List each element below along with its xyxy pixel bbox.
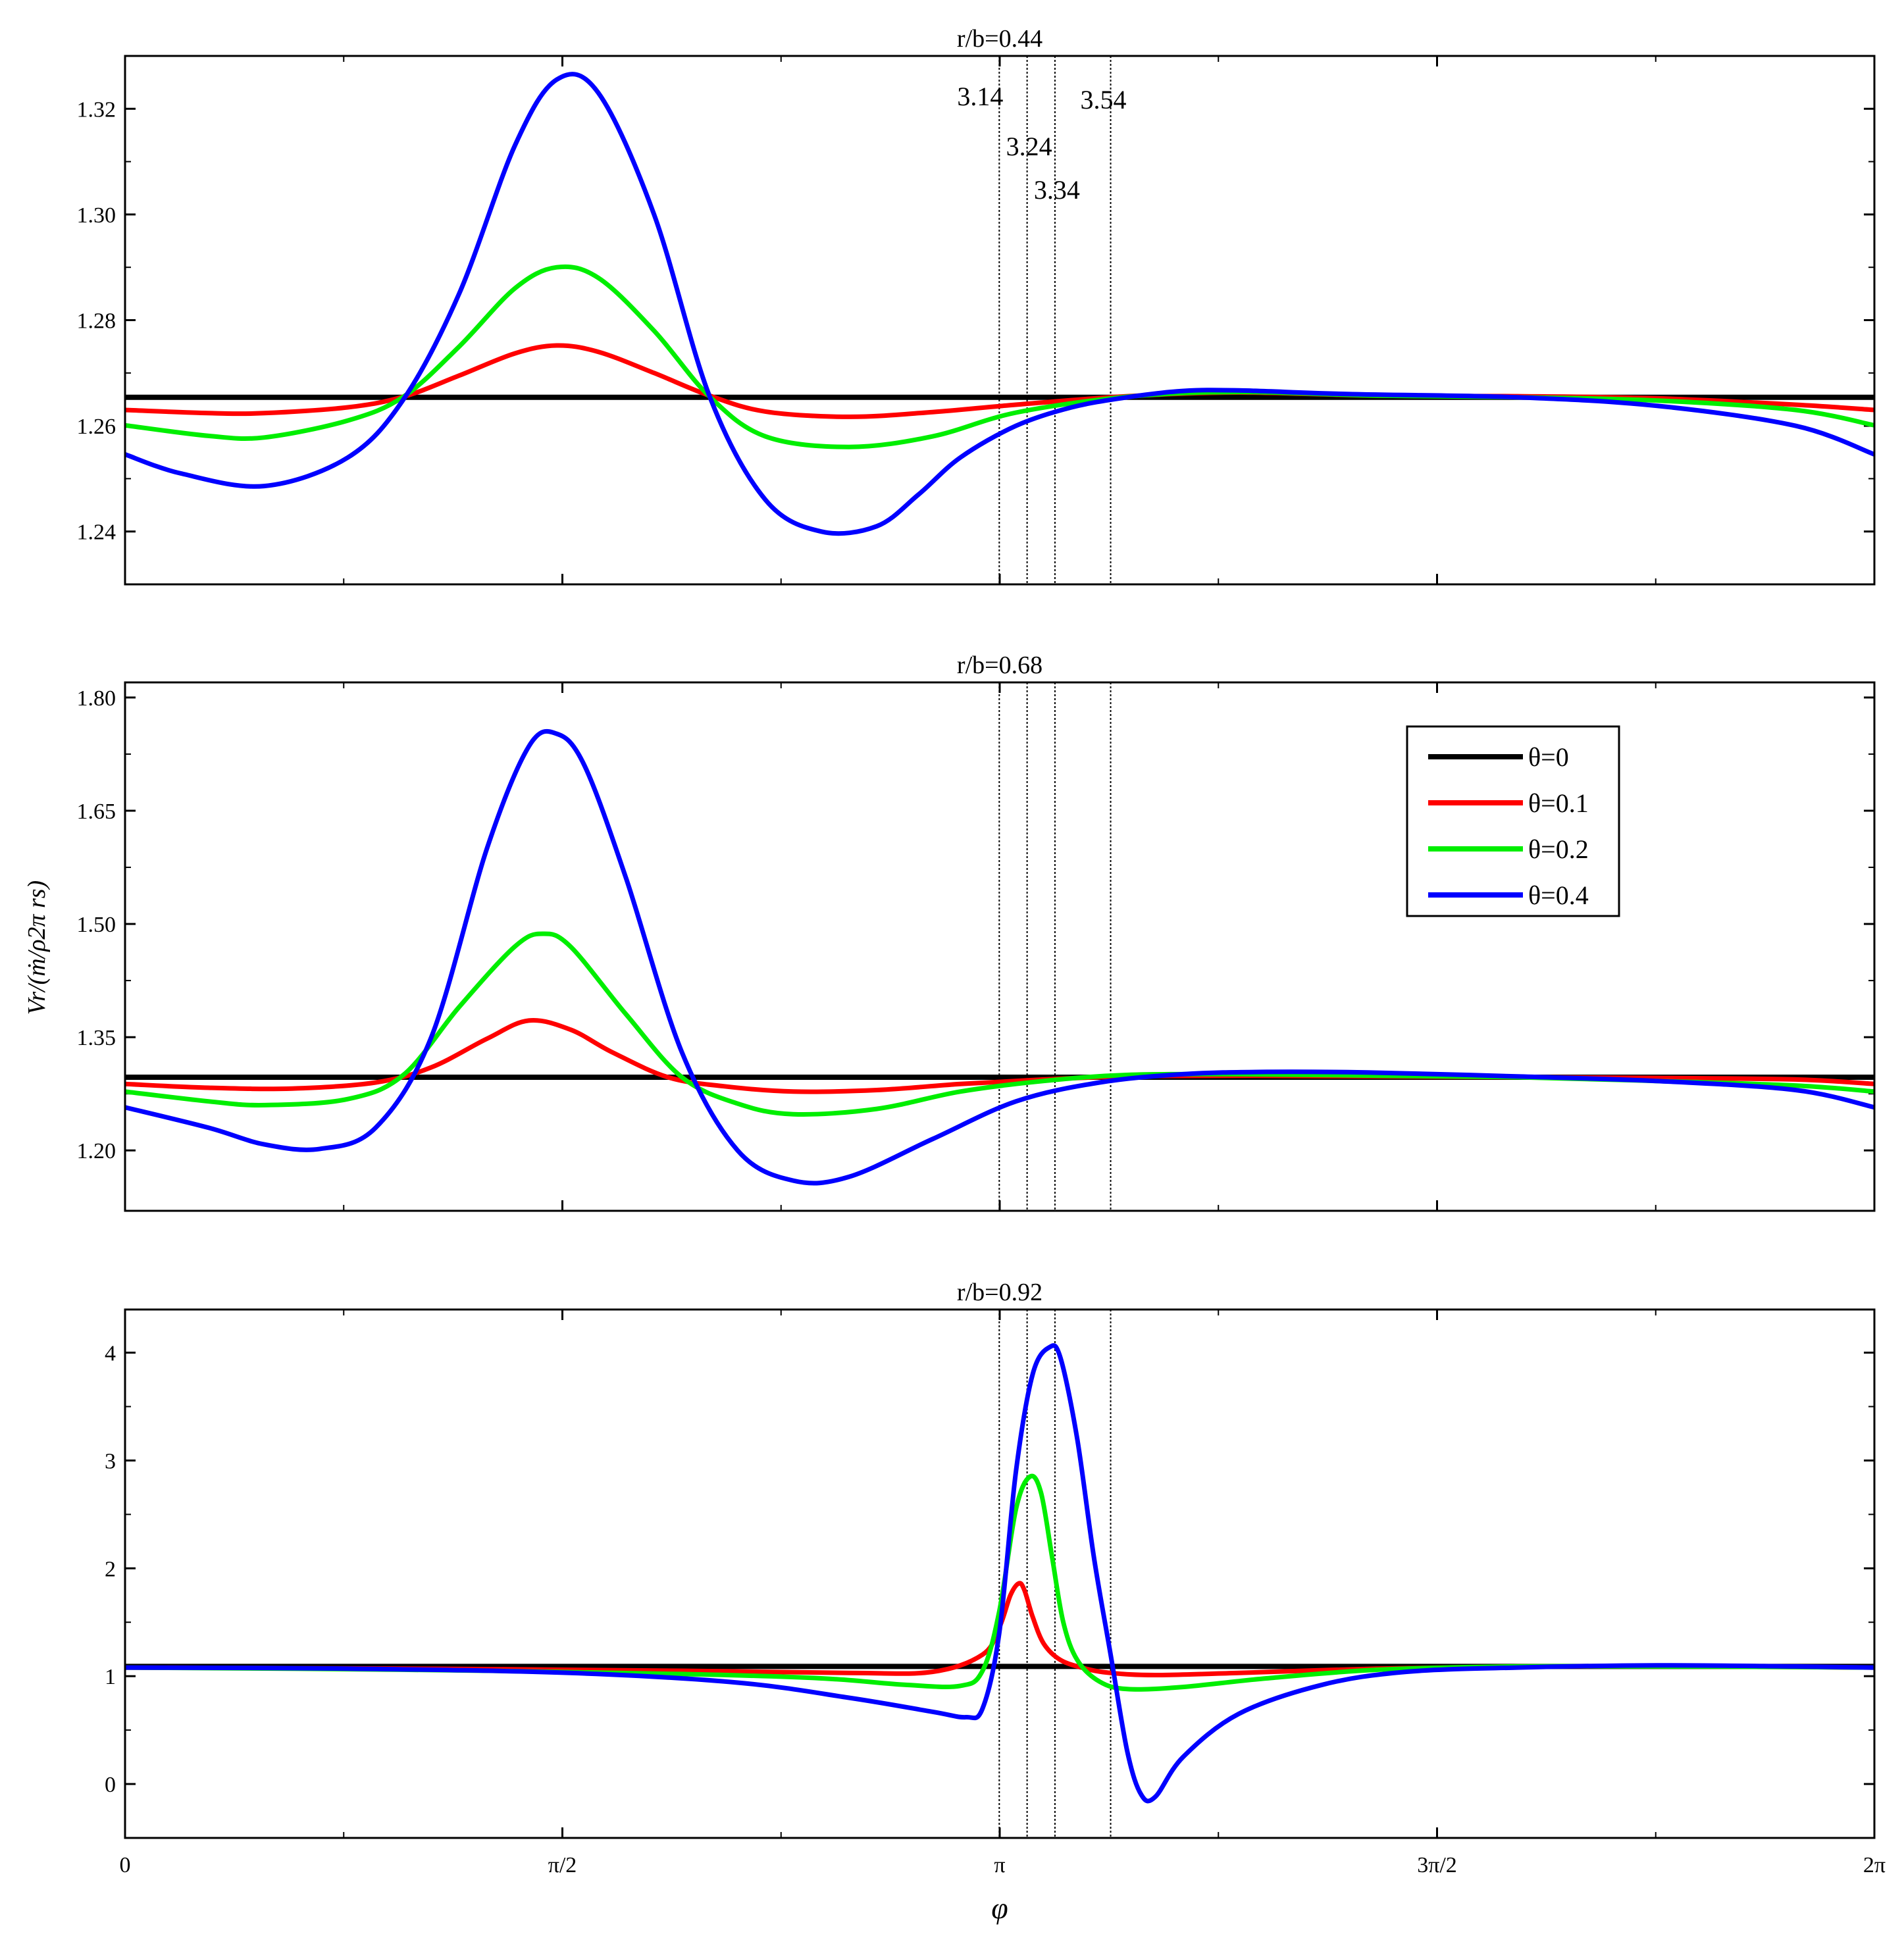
x-axis-label: φ [991, 1891, 1008, 1925]
panel-title: r/b=0.92 [957, 1279, 1042, 1306]
y-axis-label: Vr/(ṁ/ρ2π rs) [23, 880, 51, 1015]
y-tick-label: 1 [105, 1665, 116, 1689]
series-group [125, 728, 1874, 1186]
y-tick-label: 1.32 [77, 97, 116, 122]
panel-title: r/b=0.44 [957, 25, 1042, 53]
x-tick-label: π/2 [548, 1853, 577, 1877]
vline-label-1: 3.24 [1006, 132, 1052, 161]
y-tick-label: 1.28 [77, 309, 116, 334]
vline-label-2: 3.34 [1034, 175, 1080, 205]
y-tick-label: 0 [105, 1773, 116, 1797]
x-tick-label: 2π [1863, 1853, 1886, 1877]
legend-label: θ=0.2 [1528, 834, 1589, 864]
x-tick-label: π [994, 1853, 1005, 1877]
panel-1: r/b=0.44 1.24 1.26 1.28 1.30 1.32 [77, 25, 1876, 586]
y-tick-label: 1.24 [77, 521, 116, 545]
vline-label-3: 3.54 [1081, 85, 1127, 115]
y-tick-label: 1.26 [77, 415, 116, 439]
x-tick-label: 3π/2 [1417, 1853, 1457, 1877]
panel-3: r/b=0.92 0 1 2 3 4 [105, 1279, 1876, 1839]
y-tick-label: 4 [105, 1342, 116, 1366]
series-line---0-4 [125, 728, 1874, 1186]
series-line---0-4 [125, 72, 1874, 536]
plot-frame [124, 55, 1876, 586]
y-tick-label: 3 [105, 1449, 116, 1473]
x-tick-label: 0 [120, 1853, 131, 1877]
panel-title: r/b=0.68 [957, 651, 1042, 679]
y-tick-label: 1.50 [77, 913, 116, 937]
y-tick-label: 1.20 [77, 1139, 116, 1163]
series-line---0-2 [125, 931, 1874, 1117]
legend-label: θ=0 [1528, 742, 1569, 772]
y-tick-label: 2 [105, 1557, 116, 1581]
series-group [125, 1343, 1874, 1804]
y-tick-label: 1.35 [77, 1026, 116, 1050]
vline-label-0: 3.14 [957, 82, 1003, 111]
series-line---0-4 [125, 1343, 1874, 1804]
series-group [125, 72, 1874, 536]
y-tick-label: 1.30 [77, 203, 116, 228]
y-tick-label: 1.80 [77, 686, 116, 711]
legend-label: θ=0.4 [1528, 880, 1589, 910]
legend: θ=0 θ=0.1 θ=0.2 θ=0.4 [1406, 725, 1620, 917]
plot-frame [124, 1308, 1876, 1839]
panel-2: r/b=0.68 1.20 1.35 1.50 1.65 1.80 [77, 651, 1876, 1212]
legend-label: θ=0.1 [1528, 788, 1589, 818]
plot-frame [124, 681, 1876, 1212]
y-tick-label: 1.65 [77, 800, 116, 824]
